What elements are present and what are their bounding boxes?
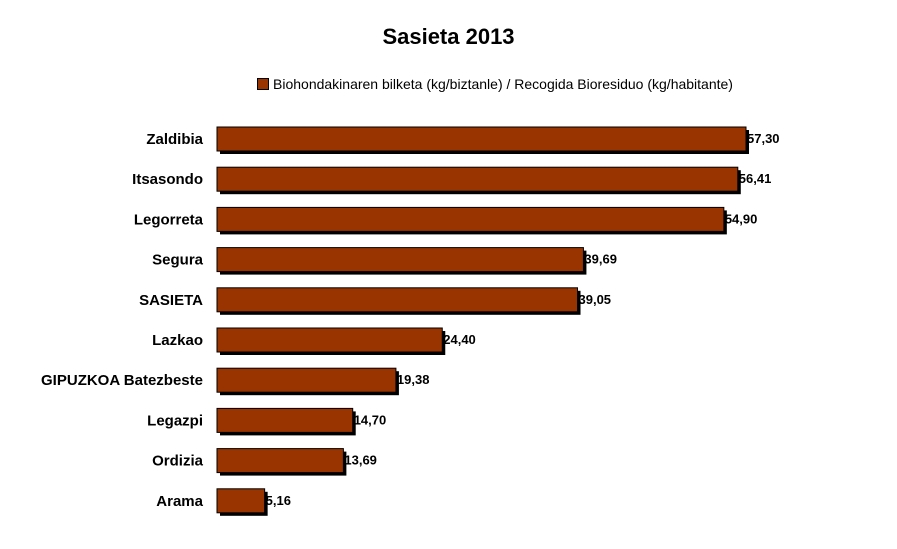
category-label: Legazpi xyxy=(147,412,203,429)
bar xyxy=(216,126,747,152)
bar xyxy=(216,327,443,353)
category-label: Legorreta xyxy=(134,211,204,228)
category-label: GIPUZKOA Batezbeste xyxy=(41,372,203,389)
legend: Biohondakinaren bilketa (kg/biztanle) / … xyxy=(0,76,897,92)
bar xyxy=(216,247,584,273)
category-label: Segura xyxy=(152,252,204,269)
chart-title: Sasieta 2013 xyxy=(382,24,515,49)
category-label: Arama xyxy=(156,493,203,510)
data-label: 19,38 xyxy=(397,372,430,387)
data-label: 39,05 xyxy=(579,292,612,307)
bar xyxy=(216,488,266,514)
data-label: 5,16 xyxy=(266,493,291,508)
category-label: Lazkao xyxy=(152,332,203,349)
data-label: 13,69 xyxy=(344,453,377,468)
legend-label: Biohondakinaren bilketa (kg/biztanle) / … xyxy=(273,76,733,92)
bar xyxy=(216,166,739,192)
data-label: 57,30 xyxy=(747,131,780,146)
data-label: 54,90 xyxy=(725,211,758,226)
legend-swatch xyxy=(257,78,270,90)
category-label: SASIETA xyxy=(139,292,203,309)
data-label: 56,41 xyxy=(739,171,772,186)
category-label: Zaldibia xyxy=(146,131,203,148)
category-label: Ordizia xyxy=(152,453,204,470)
data-label: 14,70 xyxy=(354,412,387,427)
bars-group: Zaldibia 57,30 Itsasondo 56,41 Legorreta 54,9… xyxy=(41,126,780,516)
data-label: 39,69 xyxy=(584,252,617,267)
category-label: Itsasondo xyxy=(132,171,203,188)
bar xyxy=(216,448,344,474)
bar xyxy=(216,407,354,433)
bar xyxy=(216,206,725,232)
bar xyxy=(216,367,397,393)
bar xyxy=(216,287,579,313)
data-label: 24,40 xyxy=(443,332,476,347)
